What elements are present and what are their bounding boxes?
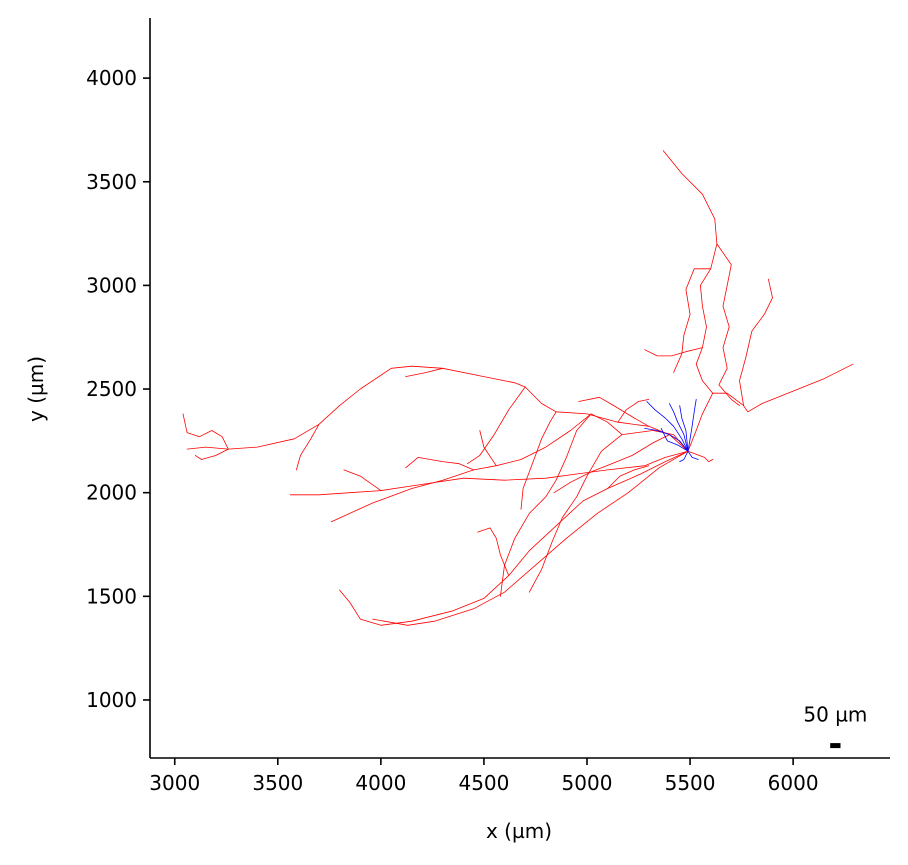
axon-branch	[644, 347, 703, 357]
axon-branch	[186, 365, 689, 452]
y-tick-label: 2500	[86, 377, 137, 401]
dendrite-branch	[646, 401, 689, 452]
x-tick-label: 6000	[768, 771, 819, 795]
axon-branch	[607, 465, 650, 489]
y-tick-label: 3000	[86, 273, 137, 297]
dendrite-branch	[679, 450, 689, 462]
y-ticks: 1000 1500 2000 2500 3000 3500 4000	[86, 66, 150, 712]
axon-branch	[520, 411, 557, 510]
axon-branch	[467, 386, 526, 465]
x-axis: 3000 3500 4000 4500 5000 5500 6000	[149, 757, 890, 795]
x-tick-label: 5000	[562, 771, 613, 795]
scale-bar-label: 50 µm	[803, 703, 867, 727]
axon-branch	[372, 450, 689, 626]
x-ticks: 3000 3500 4000 4500 5000 5500 6000	[149, 758, 819, 795]
y-tick-label: 1500	[86, 584, 137, 608]
dendrite-branch	[679, 405, 689, 452]
x-tick-label: 3500	[252, 771, 303, 795]
axon-branch	[405, 367, 444, 377]
dendrite-branch	[669, 403, 689, 452]
x-axis-label: x (µm)	[486, 819, 552, 843]
dendrite-branch	[687, 450, 699, 460]
x-tick-label: 4500	[458, 771, 509, 795]
axon-branch	[739, 278, 773, 406]
axon-branch	[479, 430, 497, 467]
axon-branch	[712, 363, 854, 413]
dendrite-branch	[660, 428, 689, 452]
axon-branch	[405, 457, 474, 471]
axon-branch	[716, 243, 740, 406]
dendrite-branch	[644, 428, 689, 452]
axon-branch	[194, 448, 229, 460]
axon-branch	[617, 399, 650, 423]
axon-branch	[477, 527, 510, 576]
y-tick-label: 2000	[86, 481, 137, 505]
dendrite-branch	[687, 399, 697, 452]
axon-branch	[182, 413, 229, 450]
axon-branch	[662, 150, 718, 452]
scale-bar: 50 µm	[803, 703, 867, 749]
y-tick-label: 1000	[86, 688, 137, 712]
axon-branch	[289, 450, 689, 496]
scale-bar-rect	[830, 743, 841, 749]
y-tick-label: 3500	[86, 170, 137, 194]
axon-branch	[673, 268, 712, 373]
y-axis: 1000 1500 2000 2500 3000 3500 4000	[86, 18, 151, 758]
plot-traces	[182, 150, 854, 626]
axon-branch	[296, 423, 320, 471]
y-axis-label: y (µm)	[24, 356, 48, 422]
axon-branch	[331, 413, 592, 523]
axon-branch	[339, 450, 689, 626]
axon-branch	[528, 430, 689, 593]
x-tick-label: 5500	[665, 771, 716, 795]
axon-branch	[500, 413, 623, 597]
x-tick-label: 4000	[355, 771, 406, 795]
x-tick-label: 3000	[149, 771, 200, 795]
axon-branch	[578, 396, 650, 427]
y-tick-label: 4000	[86, 66, 137, 90]
axon-branch	[343, 469, 382, 491]
axon-branch	[553, 434, 670, 494]
axon-branch	[687, 450, 714, 462]
